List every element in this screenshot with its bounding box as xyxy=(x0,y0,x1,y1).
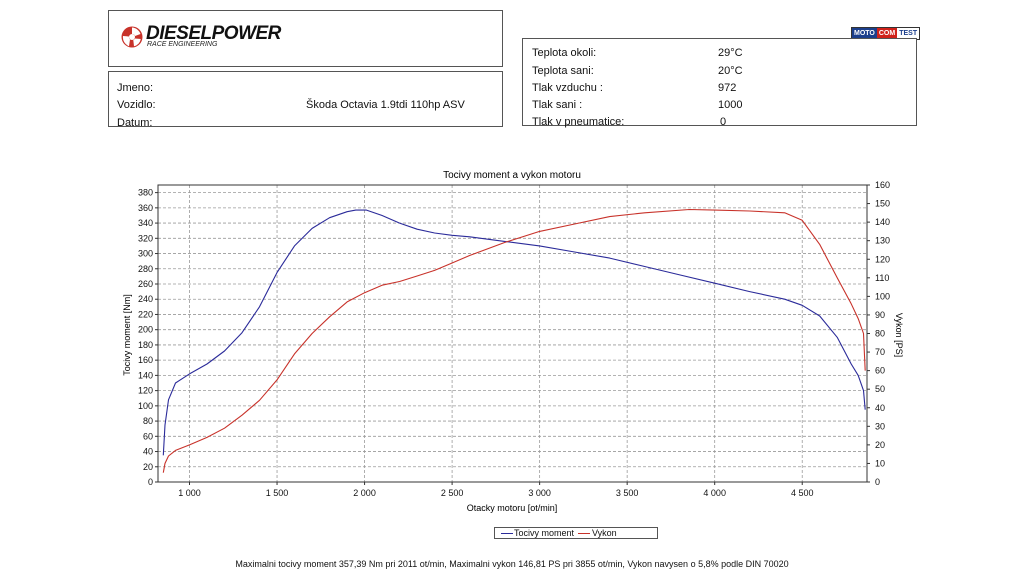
condition-value: 20°C xyxy=(718,65,743,77)
plot-frame xyxy=(157,184,868,483)
y2-tick-label: 160 xyxy=(875,180,890,190)
name-label: Jmeno: xyxy=(117,82,154,94)
power-curve xyxy=(162,208,866,473)
condition-value: 972 xyxy=(718,82,737,94)
legend-swatch-power xyxy=(578,533,590,534)
y-tick-label: 100 xyxy=(138,401,153,411)
legend-label-torque: Tocivy moment xyxy=(514,528,575,538)
date-label: Datum: xyxy=(117,117,153,129)
y-tick-label: 260 xyxy=(138,279,153,289)
x-tick-label: 1 500 xyxy=(266,488,289,498)
series-layer xyxy=(162,208,866,473)
vehicle-value: Škoda Octavia 1.9tdi 110hp ASV xyxy=(306,99,465,111)
y2-tick-label: 150 xyxy=(875,199,890,209)
y-tick-label: 240 xyxy=(138,294,153,304)
y2-tick-label: 40 xyxy=(875,403,885,413)
y2-tick-label: 10 xyxy=(875,458,885,468)
x-tick-label: 1 000 xyxy=(178,488,201,498)
condition-label: Teplota okoli: xyxy=(532,47,597,59)
legend-swatch-torque xyxy=(501,533,513,534)
y-tick-label: 280 xyxy=(138,264,153,274)
condition-label: Tlak sani : xyxy=(532,99,583,111)
y-axis-label: Tocivy moment [Nm] xyxy=(122,294,132,376)
y2-tick-label: 20 xyxy=(875,440,885,450)
y2-tick-label: 100 xyxy=(875,291,890,301)
x-tick-label: 2 500 xyxy=(441,488,464,498)
logo-text: DIESELPOWER xyxy=(146,23,281,44)
y-tick-label: 360 xyxy=(138,203,153,213)
y2-tick-label: 90 xyxy=(875,310,885,320)
y2-tick-label: 70 xyxy=(875,347,885,357)
y2-tick-label: 110 xyxy=(875,273,889,283)
y-tick-label: 340 xyxy=(138,218,153,228)
y-tick-label: 20 xyxy=(143,462,153,472)
legend-label-power: Vykon xyxy=(592,528,617,538)
condition-label: Tlak v pneumatice: xyxy=(532,116,625,128)
y2-tick-label: 120 xyxy=(875,254,890,264)
y-tick-label: 380 xyxy=(138,188,153,198)
y2-tick-label: 30 xyxy=(875,421,885,431)
chart-title: Tocivy moment a vykon motoru xyxy=(443,170,581,181)
x-tick-label: 2 000 xyxy=(353,488,376,498)
x-tick-label: 3 000 xyxy=(528,488,551,498)
condition-label: Teplota sani: xyxy=(532,65,594,77)
y2-axis-label: Vykon [PS] xyxy=(894,313,904,357)
y2-tick-label: 50 xyxy=(875,384,885,394)
y-tick-label: 300 xyxy=(138,249,153,259)
test-conditions-box: Teplota okoli: 29°C Teplota sani: 20°C T… xyxy=(522,38,917,128)
y-tick-label: 220 xyxy=(138,309,153,319)
y-tick-label: 200 xyxy=(138,325,153,335)
x-tick-label: 3 500 xyxy=(616,488,639,498)
y-tick-label: 40 xyxy=(143,447,153,457)
logo-subtitle: RACE ENGINEERING xyxy=(147,41,218,48)
condition-value: 1000 xyxy=(718,99,743,111)
y-tick-label: 80 xyxy=(143,416,153,426)
chart-legend: Tocivy moment Vykon xyxy=(494,527,658,539)
y2-tick-label: 60 xyxy=(875,366,885,376)
grid-layer xyxy=(158,185,867,483)
y-tick-label: 140 xyxy=(138,370,153,380)
y-tick-label: 0 xyxy=(148,477,153,487)
y2-tick-label: 0 xyxy=(875,477,880,487)
turbo-logo-icon xyxy=(121,26,143,48)
y-tick-label: 60 xyxy=(143,431,153,441)
torque-curve xyxy=(162,209,866,456)
y-tick-label: 180 xyxy=(138,340,153,350)
logo-box: DIESELPOWER RACE ENGINEERING xyxy=(108,10,503,67)
vehicle-info-box: Jmeno: Vozidlo: Škoda Octavia 1.9tdi 110… xyxy=(108,71,503,129)
y2-tick-label: 80 xyxy=(875,329,885,339)
condition-value: 29°C xyxy=(718,47,743,59)
vehicle-label: Vozidlo: xyxy=(117,99,156,111)
badge-part: MOTO xyxy=(852,28,877,39)
badge-part: TEST xyxy=(897,28,920,39)
x-tick-label: 4 500 xyxy=(791,488,814,498)
y-tick-label: 160 xyxy=(138,355,153,365)
y-tick-label: 320 xyxy=(138,233,153,243)
badge-part: COM xyxy=(876,28,898,39)
chart-footer-summary: Maximalni tocivy moment 357,39 Nm pri 20… xyxy=(235,559,789,569)
x-tick-label: 4 000 xyxy=(703,488,726,498)
y2-tick-label: 130 xyxy=(875,236,890,246)
x-axis-label: Otacky motoru [ot/min] xyxy=(467,503,558,513)
y-tick-label: 120 xyxy=(138,386,153,396)
y2-tick-label: 140 xyxy=(875,217,890,227)
condition-label: Tlak vzduchu : xyxy=(532,82,603,94)
condition-value: 0 xyxy=(720,116,727,128)
tick-layer: 0204060801001201401601802002202402602803… xyxy=(138,180,890,498)
